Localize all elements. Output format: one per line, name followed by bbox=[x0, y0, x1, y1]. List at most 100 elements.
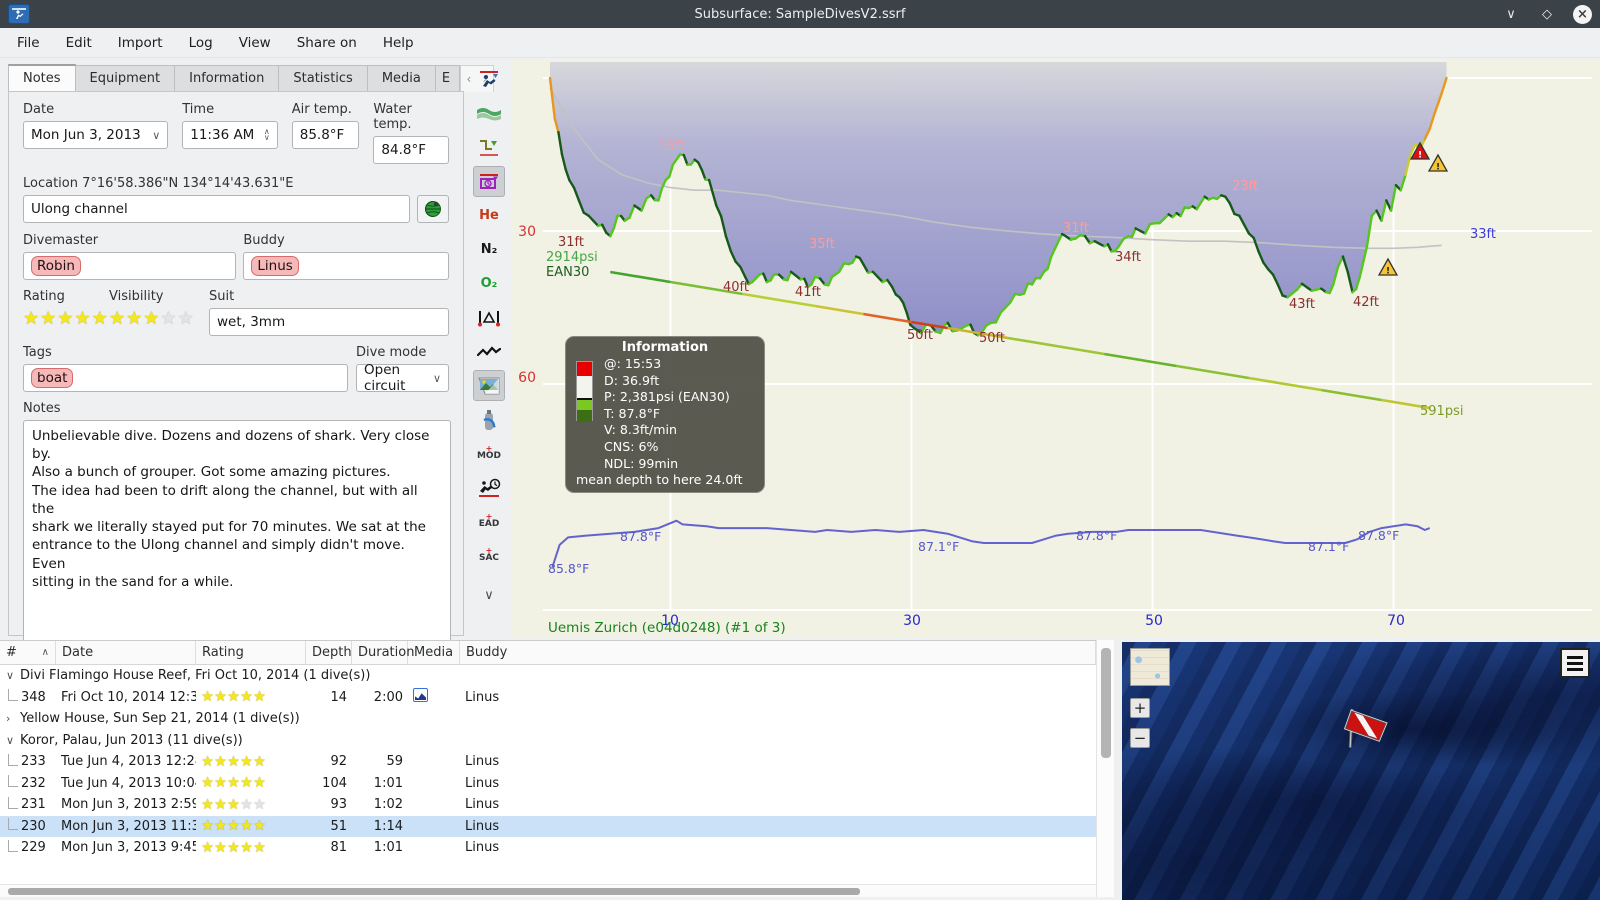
tab-notes[interactable]: Notes bbox=[8, 64, 76, 92]
window-title: Subsurface: SampleDivesV2.ssrf bbox=[694, 6, 906, 22]
dive-row[interactable]: 230 Mon Jun 3, 2013 11:36 AM ★★★★★ 51 1:14 Li… bbox=[0, 815, 1096, 837]
vertical-scrollbar[interactable] bbox=[1096, 640, 1114, 897]
suit-field[interactable]: wet, 3mm bbox=[209, 308, 449, 336]
helium-graph-icon[interactable]: He bbox=[479, 208, 499, 223]
dive-row[interactable]: 229 Mon Jun 3, 2013 9:45 AM ★★★★★ 81 1:01 Lin… bbox=[0, 837, 1096, 859]
collapse-icon[interactable]: ∨ bbox=[6, 669, 15, 683]
expand-icon[interactable]: › bbox=[6, 712, 11, 726]
svg-text:!: ! bbox=[1436, 163, 1440, 173]
collapse-icon[interactable]: ∨ bbox=[6, 733, 15, 747]
panel-splitter[interactable] bbox=[1114, 640, 1122, 900]
dive-row[interactable]: 348 Fri Oct 10, 2014 12:34 PM ★★★★★ 14 2:00 L… bbox=[0, 687, 1096, 709]
tab-e[interactable]: E bbox=[435, 65, 460, 92]
column-header-rating[interactable]: Rating bbox=[196, 641, 306, 664]
buddy-label: Buddy bbox=[243, 233, 285, 248]
map-zoom-out-button[interactable]: − bbox=[1130, 728, 1150, 748]
dive-computer-icon[interactable] bbox=[473, 64, 505, 95]
map-layer-thumbnail[interactable] bbox=[1130, 648, 1170, 686]
oxygen-graph-icon[interactable]: O₂ bbox=[480, 276, 498, 291]
map-zoom-in-button[interactable]: + bbox=[1130, 698, 1150, 718]
tree-line bbox=[8, 818, 18, 831]
photos-icon[interactable] bbox=[473, 370, 505, 401]
location-field[interactable]: Ulong channel bbox=[23, 195, 411, 223]
date-field[interactable]: Mon Jun 3, 2013 ∨ bbox=[23, 121, 169, 149]
dive-number-cell: 231 bbox=[0, 796, 56, 813]
profile-scale-icon[interactable] bbox=[473, 132, 505, 163]
maximize-button[interactable]: ◇ bbox=[1542, 6, 1552, 22]
dive-row[interactable]: 233 Tue Jun 4, 2013 12:28 PM ★★★★★ 92 59 Linu… bbox=[0, 751, 1096, 773]
tab-media[interactable]: Media bbox=[367, 65, 436, 92]
column-header-media[interactable]: Media bbox=[408, 641, 460, 664]
airtemp-field[interactable]: 85.8°F bbox=[291, 121, 360, 149]
ruler-icon[interactable] bbox=[473, 302, 505, 333]
buddy-chip[interactable]: Linus bbox=[251, 256, 299, 276]
dc-ceiling-icon[interactable] bbox=[473, 166, 505, 197]
tank-bar-icon[interactable] bbox=[473, 404, 505, 435]
toolbar-scroll-down-icon[interactable]: ∨ bbox=[484, 588, 494, 603]
globe-button[interactable] bbox=[417, 195, 449, 223]
trip-label: Yellow House, Sun Sep 21, 2014 (1 dive(s… bbox=[20, 711, 300, 727]
minimize-button[interactable]: ∨ bbox=[1506, 6, 1516, 22]
svg-text:33ft: 33ft bbox=[1470, 227, 1496, 242]
svg-text:41ft: 41ft bbox=[795, 285, 821, 300]
tab-scroll-left-icon[interactable]: ‹ bbox=[466, 72, 472, 86]
tab-information[interactable]: Information bbox=[175, 65, 280, 92]
svg-text:43ft: 43ft bbox=[1289, 297, 1315, 312]
column-header-num[interactable]: # ∧ bbox=[0, 641, 56, 664]
watertemp-field[interactable]: 84.8°F bbox=[373, 136, 449, 164]
column-header-depth[interactable]: Depth bbox=[306, 641, 352, 664]
dive-row[interactable]: 231 Mon Jun 3, 2013 2:59 PM ★★★★★ 93 1:02 Lin… bbox=[0, 794, 1096, 816]
waves-icon[interactable] bbox=[473, 98, 505, 129]
menu-item-import[interactable]: Import bbox=[117, 34, 163, 51]
menu-item-edit[interactable]: Edit bbox=[65, 34, 92, 51]
ead-icon[interactable]: + EAD bbox=[478, 512, 500, 530]
ndl-icon[interactable] bbox=[473, 472, 505, 503]
mod-icon[interactable]: + MOD bbox=[476, 444, 502, 462]
divemaster-chip[interactable]: Robin bbox=[31, 256, 81, 276]
rating-stars[interactable]: ★★★★★ bbox=[23, 308, 109, 329]
visibility-stars[interactable]: ★★★★★ bbox=[109, 308, 195, 329]
tree-line bbox=[8, 839, 18, 852]
time-field[interactable]: 11:36 AM ∧ ∨ bbox=[182, 121, 278, 149]
svg-text:87.1°F: 87.1°F bbox=[1308, 539, 1349, 554]
tab-statistics[interactable]: Statistics bbox=[279, 65, 368, 92]
sac-icon[interactable]: + SAC bbox=[478, 546, 500, 564]
column-header-buddy[interactable]: Buddy bbox=[460, 641, 1096, 664]
column-header-date[interactable]: Date bbox=[56, 641, 196, 664]
dive-number: 233 bbox=[21, 754, 46, 770]
dive-trip-row[interactable]: ∨ Koror, Palau, Jun 2013 (11 dive(s)) bbox=[0, 730, 1096, 752]
time-spinner-icon[interactable]: ∧ ∨ bbox=[263, 127, 270, 142]
tab-equipment[interactable]: Equipment bbox=[75, 65, 176, 92]
tab-scroll-right-icon[interactable]: › bbox=[482, 72, 488, 86]
menu-item-file[interactable]: File bbox=[17, 34, 40, 51]
media-thumbnail-icon[interactable] bbox=[413, 688, 428, 703]
divemode-select[interactable]: Open circuit ∨ bbox=[356, 362, 449, 394]
svg-text:31ft: 31ft bbox=[1063, 221, 1089, 236]
close-button[interactable]: × bbox=[1573, 4, 1592, 24]
divemaster-field[interactable]: Robin bbox=[23, 252, 237, 280]
tooltip-line: @: 15:53 bbox=[604, 356, 662, 371]
dive-rating: ★★★★★ bbox=[201, 753, 266, 770]
nitrogen-graph-icon[interactable]: N₂ bbox=[480, 242, 498, 257]
dive-flag-marker[interactable] bbox=[1336, 704, 1396, 762]
heartrate-icon[interactable] bbox=[473, 336, 505, 367]
menu-item-help[interactable]: Help bbox=[382, 34, 414, 51]
tags-field[interactable]: boat bbox=[23, 364, 348, 392]
svg-text:50ft: 50ft bbox=[907, 328, 933, 343]
dive-site-map[interactable]: + − bbox=[1122, 642, 1600, 900]
column-header-duration[interactable]: Duration bbox=[352, 641, 414, 664]
menu-item-share-on[interactable]: Share on bbox=[296, 34, 357, 51]
menu-item-view[interactable]: View bbox=[238, 34, 271, 51]
buddy-field[interactable]: Linus bbox=[243, 252, 449, 280]
horizontal-scrollbar[interactable] bbox=[0, 884, 1096, 897]
menu-item-log[interactable]: Log bbox=[188, 34, 213, 51]
tooltip-line: V: 8.3ft/min bbox=[604, 422, 678, 438]
dive-trip-row[interactable]: › Yellow House, Sun Sep 21, 2014 (1 dive(… bbox=[0, 708, 1096, 730]
tag-chip[interactable]: boat bbox=[31, 368, 74, 388]
tooltip-line: NDL: 99min bbox=[604, 455, 679, 471]
notes-textarea[interactable]: Unbelievable dive. Dozens and dozens of … bbox=[23, 420, 451, 648]
map-menu-button[interactable] bbox=[1560, 648, 1590, 678]
dive-trip-row[interactable]: ∨ Divi Flamingo House Reef, Fri Oct 10, 2… bbox=[0, 665, 1096, 687]
svg-text:Uemis Zurich (e04d0248) (#1 of: Uemis Zurich (e04d0248) (#1 of 3) bbox=[548, 620, 786, 636]
dive-row[interactable]: 232 Tue Jun 4, 2013 10:04 AM ★★★★★ 104 1:01 L… bbox=[0, 773, 1096, 795]
